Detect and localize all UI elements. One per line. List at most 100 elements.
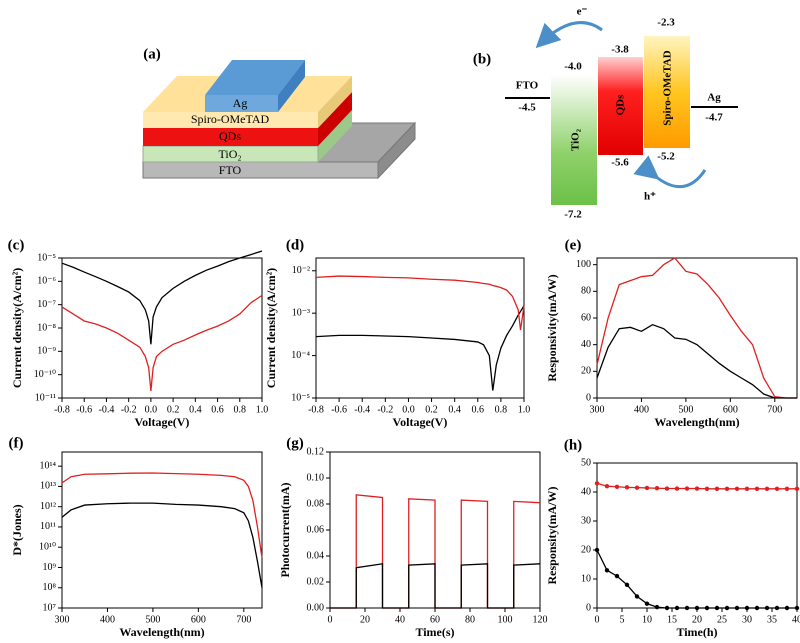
x-tick-label: 400: [100, 614, 115, 625]
data-point: [734, 486, 740, 492]
y-tick-label: 10⁻⁷: [37, 299, 56, 310]
x-tick-label: -0.6: [76, 404, 92, 415]
data-point: [654, 486, 660, 491]
x-tick-label: 0.8: [234, 404, 247, 415]
data-point: [724, 605, 730, 611]
y-tick-label: 10⁻⁸: [37, 322, 56, 333]
x-tick-label: 60: [430, 614, 440, 625]
y-axis-label: Current density(A/cm²): [264, 268, 278, 388]
y-axis-label: Current density(A/cm²): [10, 268, 24, 388]
data-point: [664, 605, 670, 611]
y-tick-label: 40: [581, 486, 591, 497]
data-point: [674, 605, 680, 611]
x-tick-label: 15: [667, 614, 677, 625]
x-tick-label: 35: [767, 614, 777, 625]
data-point: [754, 486, 760, 492]
x-tick-label: 120: [533, 614, 548, 625]
data-point: [754, 605, 760, 611]
level-name: FTO: [516, 80, 539, 92]
x-tick-label: 300: [55, 614, 70, 625]
data-point: [714, 486, 720, 492]
x-tick-label: 30: [742, 614, 752, 625]
y-tick-label: 0: [586, 602, 591, 613]
panel-label: (f): [9, 435, 24, 451]
x-tick-label: 1.0: [256, 404, 269, 415]
x-tick-label: -0.6: [331, 404, 347, 415]
y-tick-label: 10¹²: [40, 501, 56, 512]
y-tick-label: 0.02: [307, 576, 325, 587]
panel-label: (a): [143, 46, 161, 62]
data-point: [624, 582, 630, 587]
data-line: [61, 250, 263, 345]
data-point: [604, 568, 610, 573]
x-axis-label: Voltage(V): [135, 415, 190, 429]
data-point: [794, 486, 800, 492]
y-tick-label: 0: [586, 392, 591, 403]
data-line: [596, 549, 797, 609]
panel-label: (c): [8, 237, 25, 253]
y-tick-label: 10⁸: [43, 582, 57, 593]
data-line: [330, 563, 541, 609]
device-diagram: (a) Ag Spiro-OMeTAD QDs TiO₂ FTO: [141, 46, 417, 180]
y-tick-label: 10¹⁴: [40, 460, 57, 471]
data-point: [774, 605, 780, 611]
data-point: [654, 604, 660, 610]
data-point: [764, 605, 770, 611]
data-point: [604, 484, 610, 489]
x-axis-label: Voltage(V): [393, 415, 448, 429]
energy-diagram: (b) FTO -4.5 -4.0 TiO₂ -7.2 -3.8 QDs -5.…: [473, 6, 738, 221]
y-tick-label: 10¹⁰: [39, 542, 56, 553]
y-tick-label: 20: [581, 366, 591, 377]
data-point: [714, 605, 720, 611]
x-tick-label: 700: [767, 404, 782, 415]
data-point: [784, 605, 790, 611]
carrier-label: h⁺: [644, 191, 656, 203]
data-point: [734, 605, 740, 611]
layer-label: Spiro-OMeTAD: [191, 112, 270, 126]
data-point: [724, 486, 730, 492]
x-tick-label: 0.6: [211, 404, 224, 415]
level-energy: -5.2: [657, 151, 675, 163]
data-point: [744, 486, 750, 492]
y-tick-label: 10⁷: [43, 602, 57, 613]
data-line: [61, 472, 263, 558]
data-point: [614, 573, 620, 579]
x-tick-label: -0.4: [354, 404, 370, 415]
y-tick-label: 0.12: [307, 446, 325, 457]
x-tick-label: -0.4: [99, 404, 115, 415]
level-energy: -5.6: [611, 157, 629, 169]
data-point: [594, 547, 600, 553]
data-line: [315, 275, 525, 331]
level-name: TiO₂: [570, 128, 582, 151]
y-tick-label: 20: [581, 544, 591, 555]
data-point: [624, 485, 630, 490]
data-line: [61, 294, 263, 392]
layer-label: TiO₂: [218, 147, 241, 161]
x-tick-label: 0.8: [495, 404, 508, 415]
panel-label: (d): [286, 237, 304, 253]
x-tick-label: 0.0: [402, 404, 415, 415]
y-tick-label: 10⁻³: [292, 307, 310, 318]
x-tick-label: 0.6: [472, 404, 485, 415]
y-axis-label: Responsivity(mA/W): [545, 274, 559, 381]
x-tick-label: -0.8: [54, 404, 70, 415]
level-energy: -4.0: [564, 61, 582, 73]
data-point: [614, 484, 620, 489]
x-tick-label: -0.8: [308, 404, 324, 415]
panel-label: (h): [564, 437, 582, 453]
y-tick-label: 10⁻²: [292, 265, 310, 276]
x-tick-label: 500: [145, 614, 160, 625]
panel-label: (g): [286, 435, 304, 451]
data-point: [704, 605, 710, 611]
x-axis-label: Wavelength(nm): [654, 415, 739, 429]
x-axis-label: Time(h): [676, 625, 717, 639]
x-tick-label: 20: [360, 614, 370, 625]
y-tick-label: 0.08: [307, 498, 325, 509]
data-point: [634, 594, 640, 599]
x-tick-label: 600: [191, 614, 206, 625]
y-tick-label: 10⁻⁴: [291, 350, 310, 361]
x-tick-label: 300: [590, 404, 605, 415]
y-tick-label: 10⁻⁵: [37, 252, 56, 263]
y-tick-label: 10⁻¹⁰: [34, 369, 56, 380]
x-tick-label: 10: [642, 614, 652, 625]
